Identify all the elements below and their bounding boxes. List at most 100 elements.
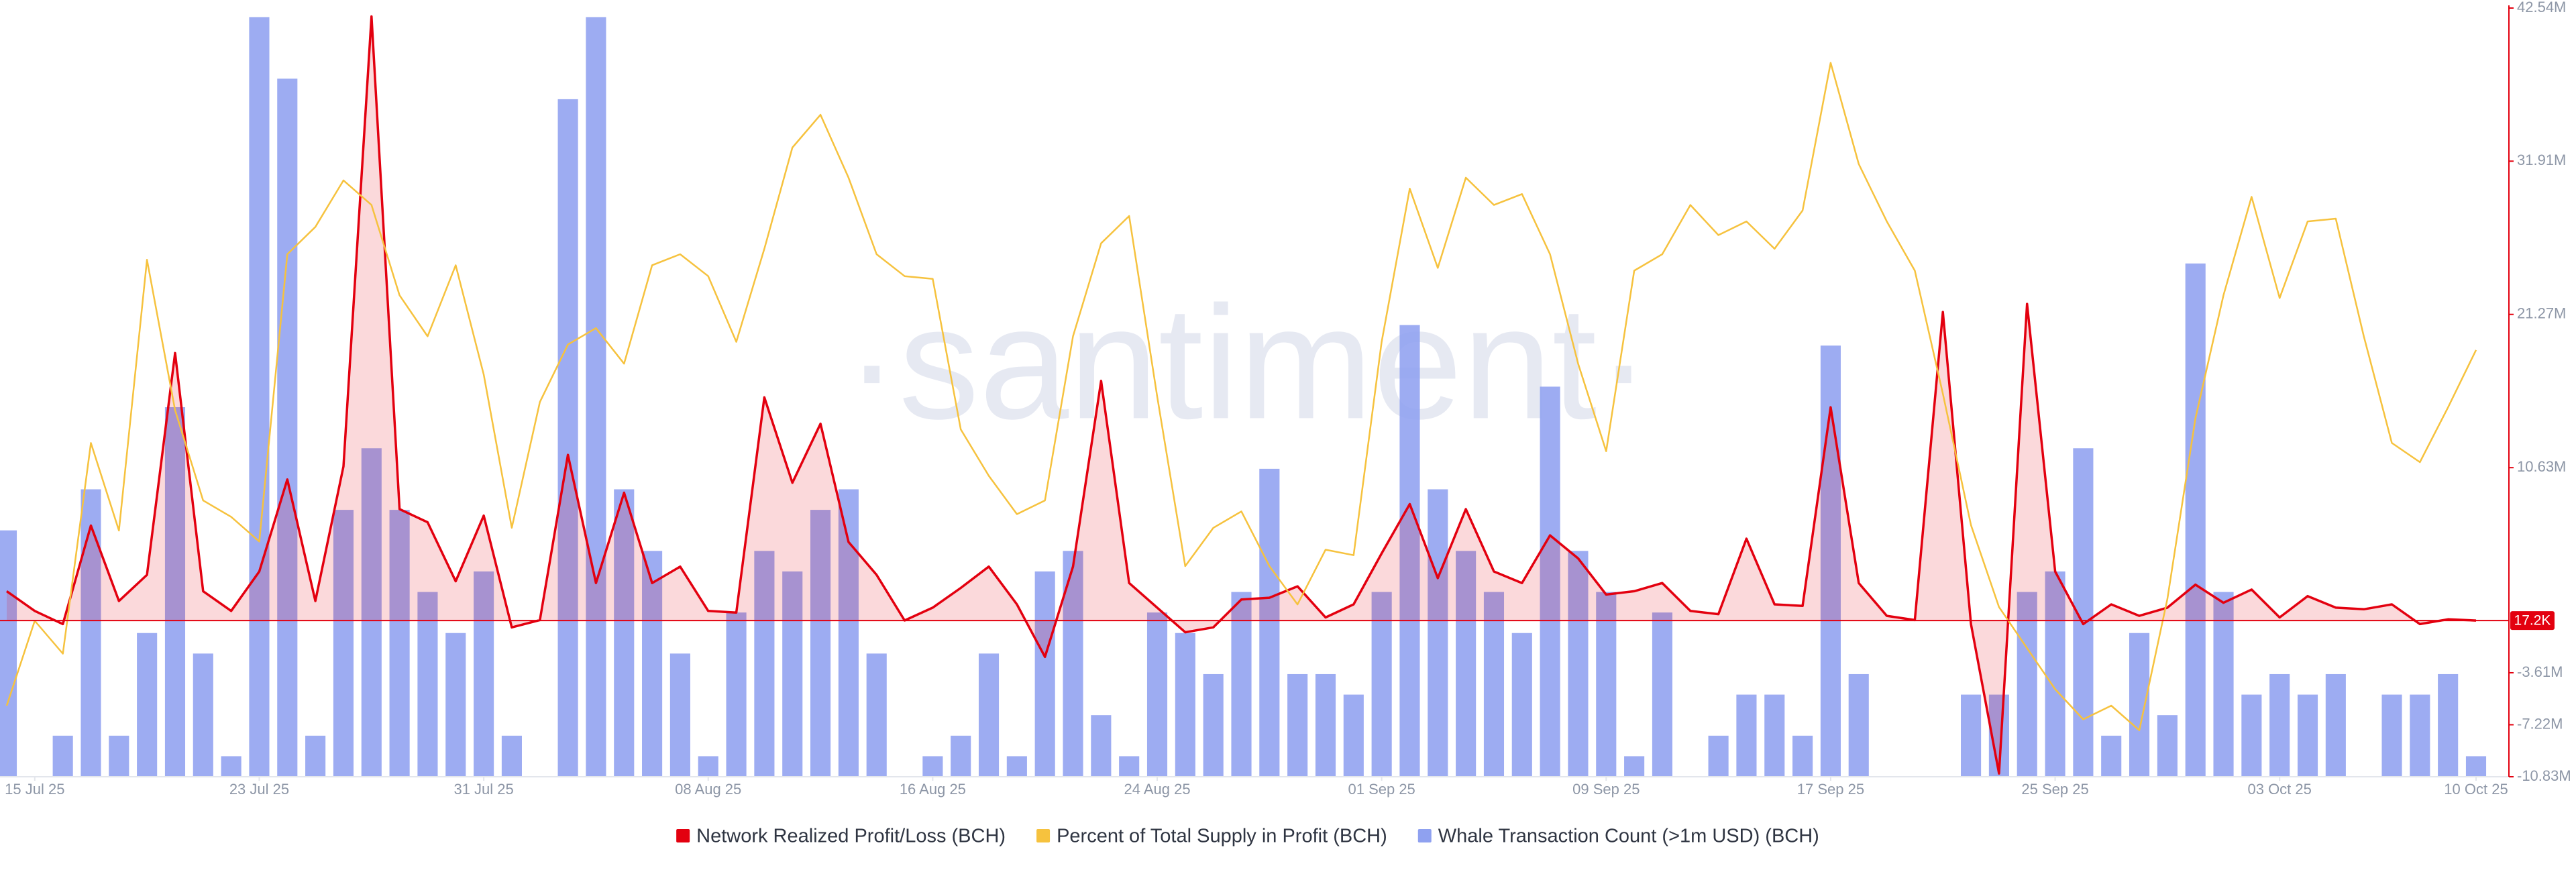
bar bbox=[1343, 694, 1364, 777]
bar bbox=[305, 735, 326, 777]
bar bbox=[1119, 756, 1140, 777]
legend-label: Percent of Total Supply in Profit (BCH) bbox=[1057, 826, 1387, 847]
bar bbox=[1820, 345, 1841, 777]
y-tick-label: -10.83M bbox=[2517, 767, 2571, 784]
y-tick-label: 21.27M bbox=[2517, 305, 2566, 322]
bar bbox=[726, 612, 747, 777]
bar bbox=[1568, 551, 1589, 777]
bar bbox=[1764, 694, 1785, 777]
x-tick-label: 23 Jul 25 bbox=[229, 781, 289, 798]
bar bbox=[2017, 592, 2037, 777]
line bbox=[5, 62, 2477, 731]
y-tick-label: 31.91M bbox=[2517, 152, 2566, 168]
bar bbox=[2045, 571, 2065, 777]
current-value-label: 17.2K bbox=[2514, 613, 2551, 629]
bar bbox=[474, 571, 494, 777]
y-tick-label: 42.54M bbox=[2517, 0, 2566, 15]
x-tick-label: 31 Jul 25 bbox=[453, 781, 513, 798]
bar bbox=[109, 735, 129, 777]
bar bbox=[361, 448, 382, 777]
bar bbox=[2325, 673, 2346, 777]
bar bbox=[866, 653, 887, 777]
bar bbox=[2213, 592, 2234, 777]
bar bbox=[1231, 592, 1252, 777]
x-tick-label: 08 Aug 25 bbox=[675, 781, 741, 798]
bar bbox=[1624, 756, 1645, 777]
bar bbox=[80, 489, 101, 777]
bar bbox=[1511, 633, 1532, 777]
bar bbox=[445, 633, 466, 777]
legend-label: Network Realized Profit/Loss (BCH) bbox=[696, 826, 1006, 847]
bar bbox=[2269, 673, 2290, 777]
bar bbox=[1456, 551, 1477, 777]
bar bbox=[1736, 694, 1757, 777]
bar bbox=[1596, 592, 1617, 777]
x-tick-label: 03 Oct 25 bbox=[2247, 781, 2311, 798]
x-tick-label: 10 Oct 25 bbox=[2444, 781, 2508, 798]
bar bbox=[221, 756, 241, 777]
bar bbox=[389, 510, 410, 777]
bar bbox=[1315, 673, 1336, 777]
bar bbox=[1287, 673, 1308, 777]
bar bbox=[193, 653, 213, 777]
bar bbox=[417, 592, 438, 777]
y-tick-label: 10.63M bbox=[2517, 458, 2566, 475]
bar bbox=[2157, 715, 2178, 777]
bar bbox=[164, 407, 186, 777]
y-tick-label: -7.22M bbox=[2517, 715, 2563, 732]
bar bbox=[782, 571, 803, 777]
line bbox=[5, 15, 2477, 775]
legend-swatch bbox=[1417, 829, 1432, 842]
watermark: ·santiment· bbox=[845, 272, 1650, 452]
bar bbox=[810, 510, 831, 777]
bar bbox=[1146, 612, 1168, 777]
bar bbox=[0, 530, 17, 777]
bar bbox=[1203, 673, 1224, 777]
bar bbox=[2381, 694, 2402, 777]
bar bbox=[1175, 633, 1195, 777]
x-tick-label: 15 Jul 25 bbox=[5, 781, 64, 798]
bar bbox=[754, 551, 775, 777]
bar bbox=[698, 756, 718, 777]
bar bbox=[2241, 694, 2262, 777]
bar bbox=[1792, 735, 1813, 777]
bar bbox=[978, 653, 1000, 777]
bar bbox=[1708, 735, 1729, 777]
bar bbox=[2410, 694, 2430, 777]
bar bbox=[951, 735, 971, 777]
bar bbox=[1091, 715, 1112, 777]
bar bbox=[249, 17, 270, 777]
bar bbox=[669, 653, 690, 777]
bar bbox=[2129, 633, 2150, 777]
bar bbox=[1034, 571, 1055, 777]
bar bbox=[137, 633, 158, 777]
legend-label: Whale Transaction Count (>1m USD) (BCH) bbox=[1438, 826, 1819, 847]
bar bbox=[277, 78, 298, 777]
bar bbox=[557, 99, 578, 777]
x-tick-label: 16 Aug 25 bbox=[900, 781, 966, 798]
x-tick-label: 01 Sep 25 bbox=[1348, 781, 1415, 798]
bar bbox=[1259, 468, 1280, 777]
bar bbox=[1006, 756, 1027, 777]
bar bbox=[1428, 489, 1448, 777]
bar bbox=[52, 735, 73, 777]
bar bbox=[614, 489, 635, 777]
bar bbox=[501, 735, 522, 777]
bar bbox=[586, 17, 606, 777]
current-value-tag bbox=[2510, 611, 2555, 631]
bar bbox=[2297, 694, 2318, 777]
bar bbox=[922, 756, 943, 777]
bar bbox=[2185, 263, 2206, 777]
bar bbox=[2101, 735, 2122, 777]
bar bbox=[1540, 386, 1560, 777]
legend-swatch bbox=[1036, 829, 1051, 842]
x-tick-label: 24 Aug 25 bbox=[1124, 781, 1190, 798]
x-tick-label: 17 Sep 25 bbox=[1797, 781, 1864, 798]
bar bbox=[333, 510, 354, 777]
legend-swatch bbox=[676, 829, 690, 842]
bar bbox=[1371, 592, 1392, 777]
x-tick-label: 25 Sep 25 bbox=[2021, 781, 2088, 798]
bar bbox=[642, 551, 663, 777]
